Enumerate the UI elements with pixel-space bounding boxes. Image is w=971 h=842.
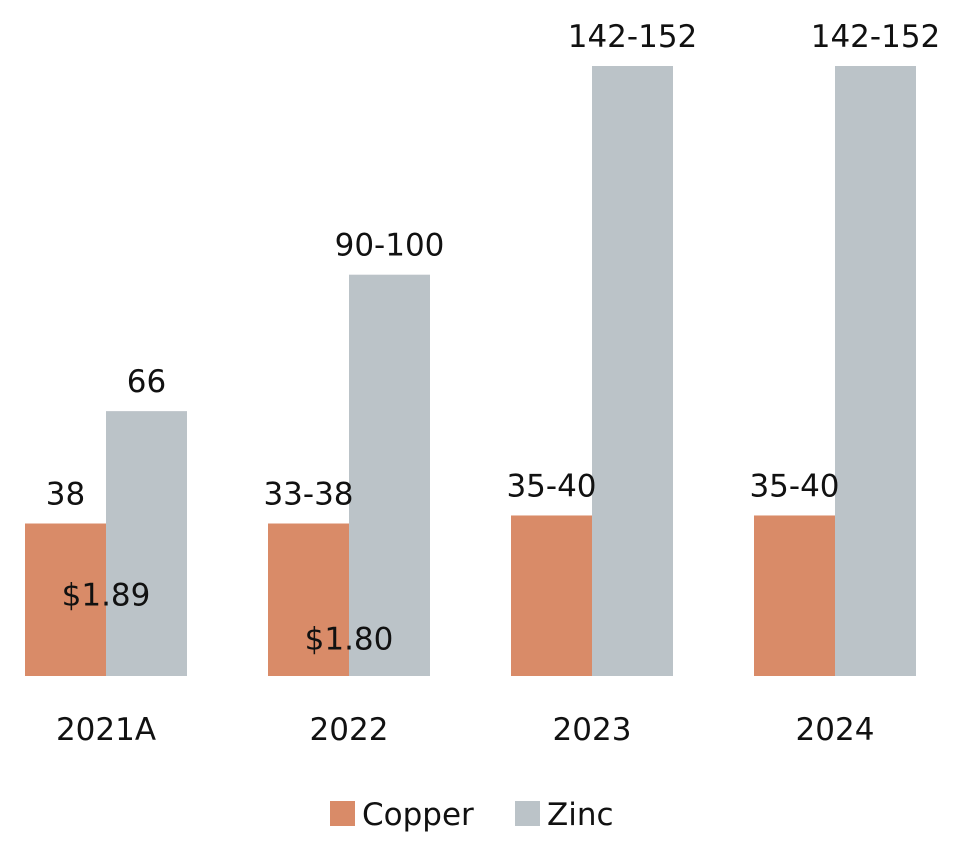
legend: Copper Zinc	[330, 797, 614, 833]
x-axis-tick-labels: 2021A 2022 2023 2024	[56, 712, 875, 748]
legend-label-zinc: Zinc	[547, 797, 614, 833]
legend-swatch-copper	[330, 801, 355, 826]
bar-zinc-1	[349, 274, 430, 676]
bar-copper-2	[511, 515, 592, 676]
data-labels-layer: 38 66 33-38 90-100 35-40 142-152 35-40 142-152	[46, 19, 940, 513]
bars-layer	[25, 66, 916, 676]
data-label-zinc-3: 142-152	[811, 19, 941, 55]
data-label-zinc-1: 90-100	[335, 228, 445, 264]
legend-label-copper: Copper	[362, 797, 474, 833]
bar-zinc-3	[835, 66, 916, 676]
x-tick-label-0: 2021A	[56, 712, 156, 748]
bar-copper-3	[754, 515, 835, 676]
bar-copper-1	[268, 523, 349, 676]
data-label-copper-2: 35-40	[506, 468, 596, 504]
data-label-copper-0: 38	[46, 477, 85, 513]
x-tick-label-3: 2024	[796, 712, 875, 748]
bar-copper-0	[25, 523, 106, 676]
bar-zinc-0	[106, 411, 187, 676]
bar-zinc-2	[592, 66, 673, 676]
data-label-zinc-2: 142-152	[568, 19, 698, 55]
data-label-zinc-0: 66	[127, 364, 166, 400]
data-label-copper-1: 33-38	[263, 477, 353, 513]
data-label-copper-3: 35-40	[749, 468, 839, 504]
x-tick-label-1: 2022	[310, 712, 389, 748]
annotation-0: $1.89	[62, 578, 151, 614]
annotations-layer: $1.89 $1.80	[62, 578, 394, 658]
x-tick-label-2: 2023	[553, 712, 632, 748]
annotation-1: $1.80	[305, 622, 394, 658]
legend-swatch-zinc	[515, 801, 540, 826]
